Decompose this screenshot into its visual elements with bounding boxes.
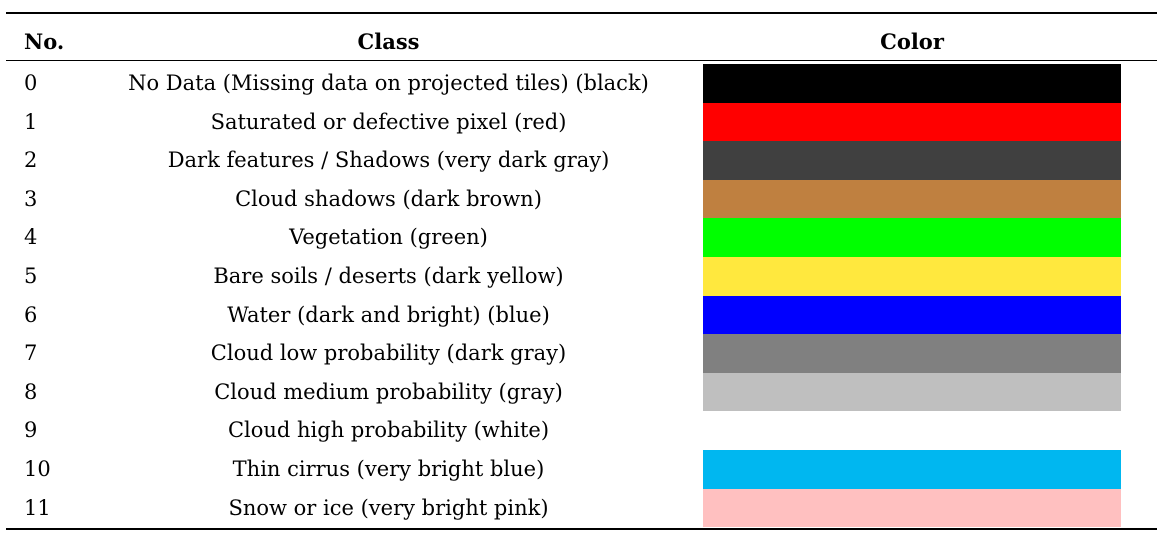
color-swatch (703, 449, 1121, 489)
table-row: 11 Snow or ice (very bright pink) (6, 488, 1157, 528)
class-number: 7 (24, 341, 38, 366)
color-swatch (703, 334, 1121, 373)
class-label: Cloud low probability (dark gray) (210, 341, 567, 366)
color-swatch (703, 141, 1121, 180)
color-swatch (703, 179, 1121, 219)
table-row: 4 Vegetation (green) (6, 218, 1157, 257)
table-row: 5 Bare soils / deserts (dark yellow) (6, 256, 1157, 296)
class-number: 10 (24, 456, 51, 481)
classification-table: No. Class Color 0 No Data (Missing data o… (6, 12, 1157, 531)
class-number: 9 (24, 418, 38, 443)
header-class: Class (357, 29, 420, 54)
table-row: 6 Water (dark and bright) (blue) (6, 295, 1157, 335)
color-swatch (703, 102, 1121, 142)
table-row: 2 Dark features / Shadows (very dark gray… (6, 141, 1157, 180)
color-swatch (703, 488, 1121, 528)
class-label: Cloud shadows (dark brown) (235, 186, 542, 211)
color-swatch (703, 411, 1121, 450)
class-label: Bare soils / deserts (dark yellow) (213, 263, 564, 288)
table-row: 0 No Data (Missing data on projected tile… (6, 64, 1157, 103)
table-row: 10 Thin cirrus (very bright blue) (6, 449, 1157, 489)
class-number: 2 (24, 148, 38, 173)
table-row: 8 Cloud medium probability (gray) (6, 372, 1157, 412)
color-swatch (703, 256, 1121, 296)
class-number: 5 (24, 263, 38, 288)
class-label: Dark features / Shadows (very dark gray) (167, 148, 610, 173)
class-number: 0 (24, 71, 38, 95)
header-no: No. (24, 29, 65, 54)
color-swatch (703, 372, 1121, 412)
table-row: 1 Saturated or defective pixel (red) (6, 102, 1157, 142)
class-number: 6 (24, 302, 38, 327)
header-color: Color (880, 29, 944, 54)
class-number: 11 (24, 495, 51, 520)
table-header-row: No. Class Color (6, 14, 1157, 61)
table-row: 7 Cloud low probability (dark gray) (6, 334, 1157, 373)
class-number: 8 (24, 379, 38, 404)
color-swatch (703, 64, 1121, 103)
class-label: Thin cirrus (very bright blue) (232, 456, 545, 481)
class-label: Water (dark and bright) (blue) (227, 302, 550, 327)
class-label: Cloud high probability (white) (227, 418, 550, 443)
class-number: 1 (24, 109, 38, 134)
class-label: Snow or ice (very bright pink) (228, 495, 549, 520)
table-body: 0 No Data (Missing data on projected tile… (6, 61, 1157, 528)
table-row: 9 Cloud high probability (white) (6, 411, 1157, 450)
class-label: No Data (Missing data on projected tiles… (128, 71, 649, 95)
table-row: 3 Cloud shadows (dark brown) (6, 179, 1157, 219)
class-number: 3 (24, 186, 38, 211)
class-number: 4 (24, 225, 38, 250)
color-swatch (703, 295, 1121, 335)
class-label: Saturated or defective pixel (red) (210, 109, 567, 134)
color-swatch (703, 218, 1121, 257)
class-label: Cloud medium probability (gray) (214, 379, 563, 404)
class-label: Vegetation (green) (289, 225, 488, 250)
